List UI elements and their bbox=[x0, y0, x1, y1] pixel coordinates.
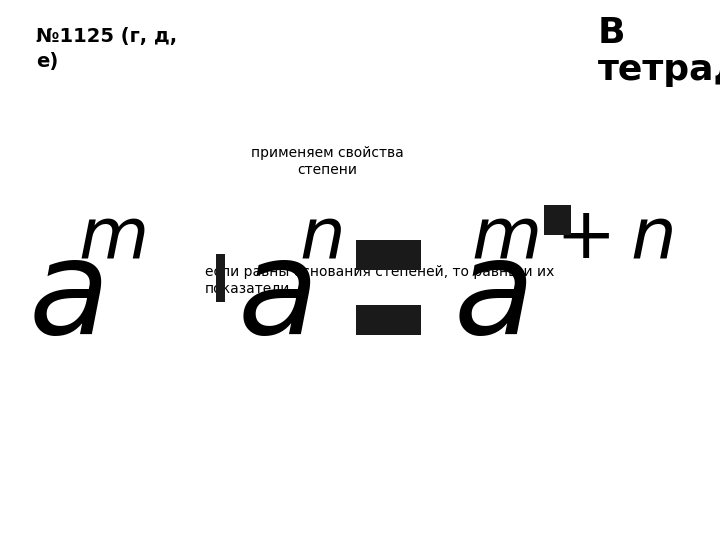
Text: $n$: $n$ bbox=[299, 203, 342, 272]
Bar bbox=[544, 205, 571, 235]
Text: если равны основания степеней, то равны и их
показатели: если равны основания степеней, то равны … bbox=[205, 265, 554, 296]
Text: применяем свойства
степени: применяем свойства степени bbox=[251, 146, 404, 177]
Text: №1125 (г, д,
е): №1125 (г, д, е) bbox=[36, 27, 177, 71]
Text: $\mathit{a}$: $\mathit{a}$ bbox=[27, 233, 102, 361]
Bar bbox=[216, 254, 225, 302]
Text: В
тетрадь!: В тетрадь! bbox=[598, 16, 720, 87]
Text: $m+n$: $m+n$ bbox=[472, 203, 673, 272]
Text: $\mathit{a}$: $\mathit{a}$ bbox=[236, 233, 311, 361]
Bar bbox=[356, 240, 421, 270]
Text: $m$: $m$ bbox=[78, 203, 145, 272]
Text: $\mathit{a}$: $\mathit{a}$ bbox=[452, 233, 527, 361]
Bar bbox=[356, 305, 421, 335]
